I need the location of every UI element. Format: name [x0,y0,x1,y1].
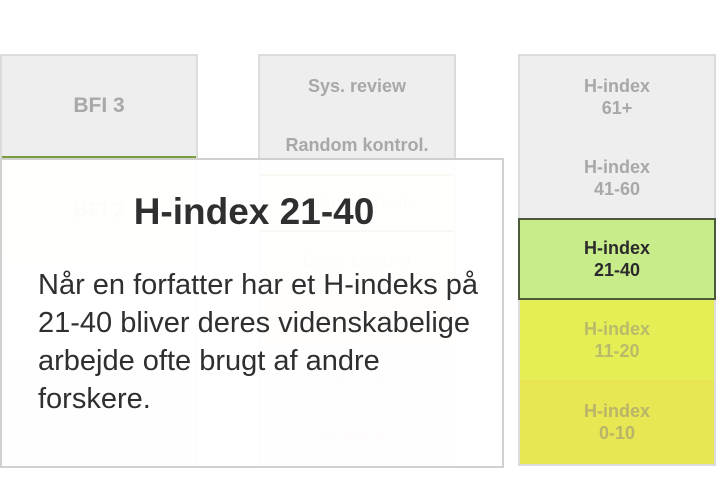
h-index-41-60-cell[interactable]: H-index 41-60 [520,138,714,218]
bfi-3-label: BFI 3 [73,94,125,117]
h-index-61-line2: 61+ [601,98,633,118]
h-index-21-40-line2: 21-40 [593,260,641,280]
h-index-11-20-cell[interactable]: H-index 11-20 [520,300,714,380]
h-index-0-10-line2: 0-10 [598,423,636,443]
h-index-21-40-cell[interactable]: H-index 21-40 [518,218,716,300]
h-index-0-10-cell[interactable]: H-index 0-10 [520,380,714,464]
popup-body: Når en forfatter har et H-indeks på 21-4… [38,269,479,415]
h-index-61-cell[interactable]: H-index 61+ [520,56,714,138]
random-kontrol-label: Random kontrol. [285,135,429,155]
h-index-61-line1: H-index [583,76,650,96]
h-index-column: H-index 61+ H-index 41-60 H-index 21-40 … [518,54,716,466]
h-index-0-10-line1: H-index [583,401,650,421]
h-index-21-40-line1: H-index [583,238,650,258]
h-index-11-20-line1: H-index [583,319,650,339]
sys-review-cell[interactable]: Sys. review [260,56,454,116]
h-index-41-60-line2: 41-60 [593,179,641,199]
h-index-11-20-line2: 11-20 [594,341,640,361]
h-index-41-60-line1: H-index [583,157,650,177]
bfi-3-cell[interactable]: BFI 3 [2,56,196,156]
popup-title: H-index 21-40 [133,191,375,232]
info-popup[interactable]: H-index 21-40 Når en forfatter har et H-… [0,158,504,468]
sys-review-label: Sys. review [307,76,407,96]
